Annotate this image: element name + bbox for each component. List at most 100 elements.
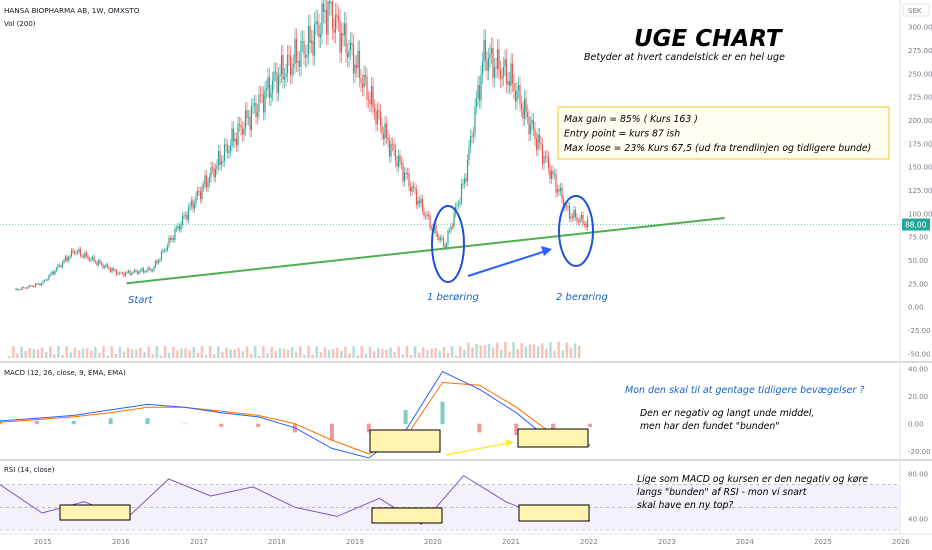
- candle-body: [528, 116, 530, 135]
- candle-body: [123, 273, 125, 276]
- macd-axis-tick: -20.00: [908, 448, 931, 456]
- candle-body: [405, 172, 407, 175]
- info-box-line: Entry point = kurs 87 ish: [564, 129, 680, 140]
- volume-bar: [110, 346, 113, 358]
- volume-bar: [53, 354, 56, 358]
- candle-body: [34, 283, 37, 287]
- candle-body: [540, 142, 542, 145]
- candle-body: [142, 268, 145, 273]
- time-axis-tick: 2018: [268, 538, 286, 546]
- candle-body: [480, 74, 482, 101]
- candle-body: [279, 73, 281, 77]
- candle-body: [376, 110, 379, 125]
- candle-body: [324, 9, 326, 12]
- volume-bar: [487, 343, 491, 358]
- candle-body: [159, 259, 161, 261]
- candle-body: [519, 85, 521, 104]
- volume-bar: [389, 347, 392, 358]
- volume-bar: [307, 346, 310, 358]
- candle-body: [334, 14, 337, 33]
- currency-box: [902, 3, 930, 17]
- candle-body: [114, 269, 116, 271]
- candle-body: [288, 55, 290, 56]
- candle-body: [277, 76, 280, 93]
- candle-body: [178, 226, 181, 230]
- volume-bar: [352, 346, 355, 358]
- candle-body: [70, 250, 73, 256]
- volume-bar: [237, 347, 241, 358]
- volume-bar: [200, 346, 204, 358]
- candle-body: [345, 23, 347, 53]
- candle-body: [522, 109, 524, 119]
- candle-body: [166, 245, 169, 250]
- candle-body: [195, 195, 197, 204]
- candle-body: [160, 251, 163, 260]
- candle-body: [226, 145, 229, 154]
- rsi-highlight-box: [59, 504, 131, 521]
- volume-bar: [430, 348, 433, 358]
- volume-bar: [155, 346, 159, 358]
- candle-body: [66, 256, 68, 262]
- candle-body: [426, 214, 428, 217]
- candle-body: [457, 203, 460, 206]
- macd-axis-tick: 0.00: [908, 421, 924, 429]
- volume-bar: [73, 347, 77, 358]
- candle-body: [144, 271, 146, 273]
- volume-bar: [524, 346, 528, 358]
- price-axis-tick: 75.00: [908, 234, 928, 242]
- volume-bar: [372, 351, 376, 358]
- candle-body: [94, 261, 97, 263]
- candle-body: [186, 214, 188, 220]
- candle-body: [385, 123, 388, 138]
- info-box-line: Max loose = 23% Kurs 67,5 (ud fra trendl…: [564, 143, 871, 154]
- candle-body: [282, 55, 284, 80]
- candle-body: [174, 228, 176, 240]
- macd-note-line: men har den fundet "bunden": [640, 421, 780, 432]
- candle-body: [165, 249, 167, 251]
- candle-body: [396, 161, 398, 167]
- candle-body: [486, 60, 488, 71]
- candle-body: [382, 133, 385, 139]
- time-axis-tick: 2021: [502, 538, 520, 546]
- time-axis-tick: 2020: [424, 538, 442, 546]
- time-axis-tick: 2024: [736, 538, 754, 546]
- candle-body: [171, 237, 173, 240]
- candle-body: [90, 259, 92, 261]
- volume-bar: [81, 348, 85, 358]
- candle-body: [15, 288, 17, 290]
- price-axis-tick: -50.00: [908, 350, 931, 358]
- volume-bar: [184, 348, 187, 358]
- candle-body: [141, 268, 143, 271]
- volume-bar: [377, 347, 380, 358]
- candle-body: [162, 250, 164, 252]
- candle-body: [28, 285, 31, 287]
- candle-body: [175, 227, 178, 229]
- candle-body: [531, 120, 533, 124]
- candle-body: [355, 64, 358, 68]
- candle-body: [79, 249, 82, 256]
- candle-body: [556, 189, 559, 193]
- candle-body: [582, 215, 584, 225]
- candle-body: [546, 155, 548, 157]
- candle-body: [441, 237, 443, 239]
- volume-bar: [348, 353, 351, 358]
- volume-bar: [106, 355, 109, 358]
- macd-histogram-bar: [329, 423, 334, 441]
- candle-body: [115, 270, 118, 275]
- candle-body: [268, 77, 271, 98]
- time-axis-tick: 2019: [346, 538, 364, 546]
- candle-body: [183, 215, 185, 217]
- candle-body: [219, 151, 221, 165]
- candle-body: [453, 213, 455, 227]
- candle-body: [46, 279, 49, 281]
- candle-body: [450, 226, 452, 231]
- volume-bar: [254, 346, 257, 358]
- arrow-head: [541, 246, 552, 256]
- candle-body: [423, 210, 425, 216]
- candle-body: [408, 173, 410, 187]
- rsi-note-line: Lige som MACD og kursen er den negativ o…: [637, 474, 868, 485]
- volume-bar: [536, 346, 540, 358]
- macd-signal-line: [0, 381, 591, 455]
- volume-bar: [549, 342, 552, 358]
- candle-body: [478, 85, 481, 101]
